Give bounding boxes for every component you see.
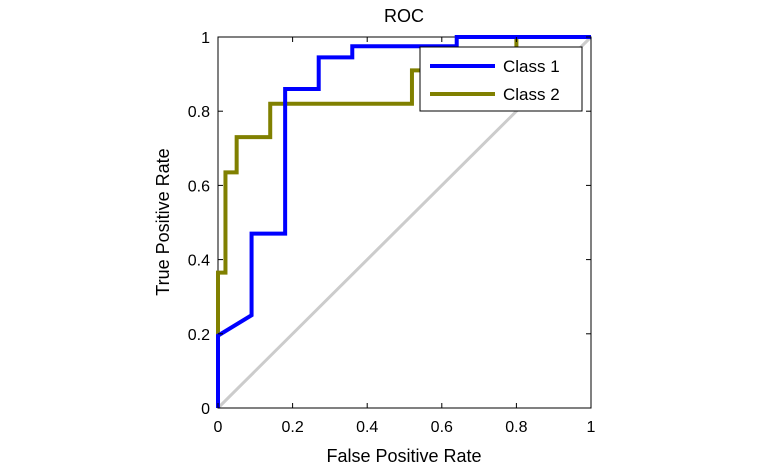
- legend-box: [419, 46, 583, 112]
- x-tick-label: 0.2: [281, 419, 303, 436]
- y-tick-label: 0.2: [188, 327, 210, 344]
- legend: Class 1 Class 2: [419, 46, 583, 112]
- x-tick-label: 0: [214, 419, 223, 436]
- legend-label-2: Class 2: [503, 85, 560, 104]
- chart-title: ROC: [384, 6, 424, 26]
- legend-label-1: Class 1: [503, 57, 560, 76]
- y-tick-label: 0.8: [188, 104, 210, 121]
- y-tick-label: 1: [201, 30, 210, 47]
- x-axis-label: False Positive Rate: [326, 446, 481, 466]
- y-tick-label: 0.6: [188, 178, 210, 195]
- x-tick-label: 0.4: [356, 419, 378, 436]
- series-line-1: [216, 35, 591, 408]
- y-tick-label: 0: [201, 401, 210, 418]
- x-tick-label: 0.8: [505, 419, 527, 436]
- x-tick-label: 0.6: [431, 419, 453, 436]
- x-tick-label: 1: [587, 419, 596, 436]
- y-tick-label: 0.4: [188, 253, 210, 270]
- y-axis-label: True Positive Rate: [153, 148, 173, 295]
